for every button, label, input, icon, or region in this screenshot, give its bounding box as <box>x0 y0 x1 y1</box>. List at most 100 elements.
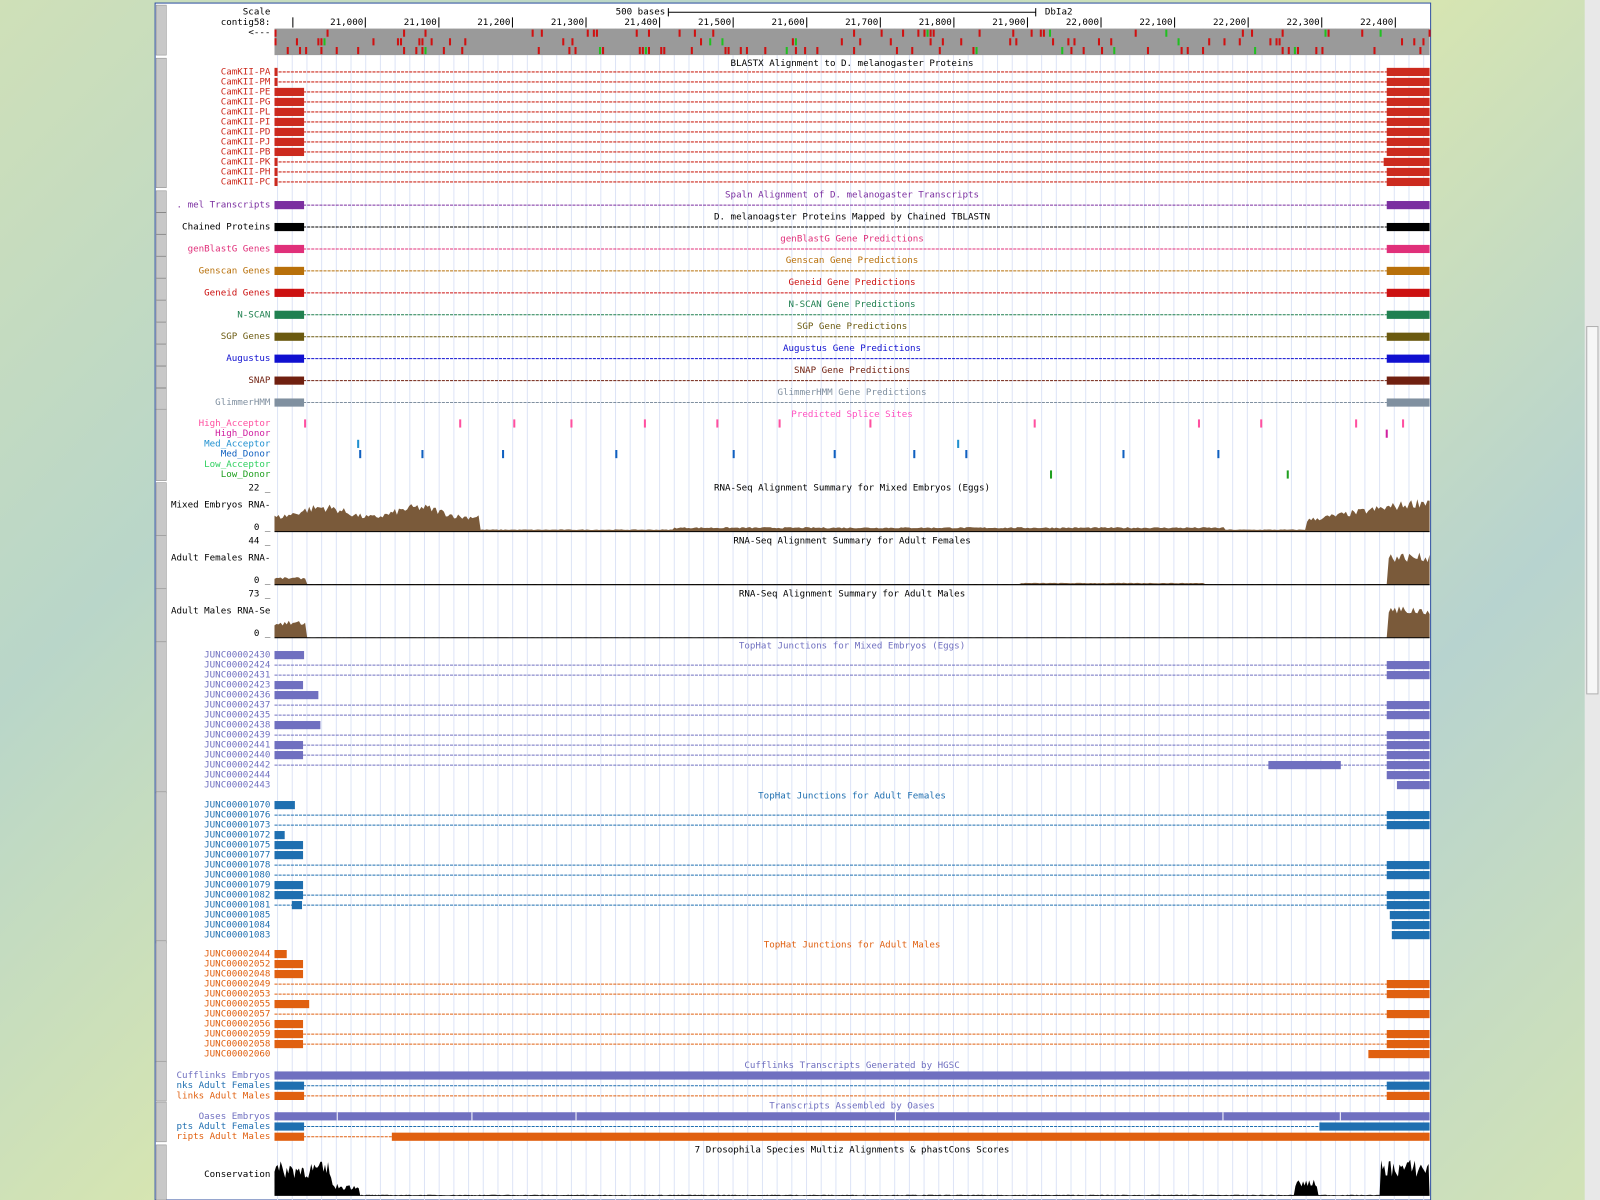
blastx-exon <box>274 87 305 97</box>
splice-site <box>615 450 618 459</box>
track-row-label: CamKII-PE <box>221 86 271 97</box>
gene-exon <box>274 332 305 341</box>
track-row-label: High_Acceptor <box>199 418 271 429</box>
junction-exon <box>1386 741 1430 750</box>
splice-site <box>913 450 916 459</box>
track-row-label: JUNC00001085 <box>204 910 270 921</box>
junction-block <box>274 960 304 969</box>
track-button[interactable] <box>155 57 167 189</box>
track-title: Spaln Alignment of D. melanogaster Trans… <box>725 189 979 200</box>
junction-exon <box>274 751 304 760</box>
track-label: Adult Females RNA- <box>171 553 270 564</box>
track-row-label: JUNC00002431 <box>204 670 270 681</box>
blastx-exon <box>1386 107 1430 117</box>
blastx-exon <box>274 137 305 147</box>
gene-exon <box>1386 201 1430 210</box>
gene-exon <box>1386 288 1430 297</box>
track-button[interactable] <box>155 234 167 257</box>
gene-exon <box>274 222 305 232</box>
blastx-exon <box>1386 87 1430 97</box>
track-button[interactable] <box>155 344 167 367</box>
track-row-label: JUNC00002059 <box>204 1029 270 1040</box>
conservation-plot <box>274 1159 1430 1196</box>
track-row-label: Oases Embryos <box>199 1111 271 1122</box>
track-button[interactable] <box>155 4 167 56</box>
track-button[interactable] <box>155 408 167 481</box>
track-title: Cufflinks Transcripts Generated by HGSC <box>744 1060 959 1071</box>
track-row-label: JUNC00002441 <box>204 740 270 751</box>
browser-panel <box>154 2 1432 1200</box>
track-label: Conservation <box>204 1169 270 1180</box>
junction-block <box>274 801 295 810</box>
track-title: BLASTX Alignment to D. melanogaster Prot… <box>731 58 974 69</box>
track-button[interactable] <box>155 791 167 944</box>
ruler-label: 21,900 <box>992 17 1025 28</box>
track-button[interactable] <box>155 641 167 794</box>
track-button[interactable] <box>155 535 167 590</box>
gene-exon <box>1386 354 1430 363</box>
track-button[interactable] <box>155 366 167 389</box>
transcript-exon <box>274 1091 305 1100</box>
track-row-label: Cufflinks Embryos <box>177 1070 271 1081</box>
track-button[interactable] <box>155 278 167 301</box>
transcript-exon <box>274 1132 305 1141</box>
track-title: Augustus Gene Predictions <box>783 343 921 354</box>
track-button[interactable] <box>155 940 167 1063</box>
track-button[interactable] <box>155 190 167 213</box>
blastx-exon <box>1386 97 1430 107</box>
track-button[interactable] <box>155 588 167 643</box>
blastx-exon <box>1386 67 1430 77</box>
track-title: genBlastG Gene Predictions <box>780 233 924 244</box>
contig-label: contig58: <box>221 17 271 28</box>
blastx-exon <box>274 127 305 137</box>
transcript-gap <box>894 1112 896 1121</box>
track-button[interactable] <box>155 322 167 345</box>
junction-block <box>274 691 319 700</box>
junction-block <box>274 721 321 730</box>
track-row-label: Low_Acceptor <box>204 459 271 470</box>
track-button[interactable] <box>155 388 167 410</box>
transcript-block <box>391 1132 1430 1141</box>
track-button[interactable] <box>155 482 167 536</box>
track-button[interactable] <box>155 212 167 235</box>
splice-site <box>1217 450 1220 459</box>
track-row-label: JUNC00002056 <box>204 1019 270 1030</box>
junction-exon <box>274 1040 304 1049</box>
track-title: Predicted Splice Sites <box>791 409 912 420</box>
track-button[interactable] <box>155 1060 167 1102</box>
scrollbar-thumb[interactable] <box>1586 326 1599 695</box>
junction-exon <box>1386 811 1430 820</box>
junction-block <box>1396 781 1430 790</box>
track-button[interactable] <box>155 1101 167 1143</box>
blastx-exon <box>1386 167 1430 177</box>
splice-site <box>357 439 360 448</box>
track-label: Geneid Genes <box>204 287 270 298</box>
track-row-label: CamKII-PL <box>221 106 271 117</box>
track-row-label: CamKII-PC <box>221 176 271 187</box>
axis-min-label: 0 _ <box>254 575 271 586</box>
splice-site <box>359 450 362 459</box>
track-label: Chained Proteins <box>182 222 270 233</box>
track-button[interactable] <box>155 300 167 323</box>
transcript-gap <box>575 1112 577 1121</box>
ruler-label: 21,000 <box>330 17 363 28</box>
blastx-exon <box>274 167 278 177</box>
blastx-exon <box>1386 127 1430 137</box>
blastx-exon <box>1386 137 1430 147</box>
track-button[interactable] <box>155 256 167 279</box>
track-title: Genscan Gene Predictions <box>786 255 919 266</box>
track-row-label: JUNC00002060 <box>204 1049 270 1060</box>
splice-site <box>965 450 968 459</box>
track-button[interactable] <box>155 1144 167 1200</box>
track-row-label: JUNC00002439 <box>204 730 270 741</box>
track-row-label: JUNC00002057 <box>204 1009 270 1020</box>
track-title: SNAP Gene Predictions <box>794 365 910 376</box>
junction-block <box>1391 921 1430 930</box>
splice-site <box>869 419 872 428</box>
track-row-label: JUNC00002423 <box>204 680 270 691</box>
junction-exon <box>1386 761 1430 770</box>
track-row-label: JUNC00001070 <box>204 800 270 811</box>
track-title: TopHat Junctions for Adult Males <box>764 939 941 950</box>
